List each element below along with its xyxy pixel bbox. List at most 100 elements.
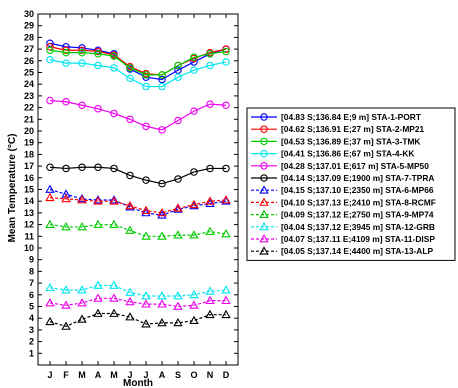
legend-box <box>246 107 456 261</box>
data-point <box>173 301 183 310</box>
data-point <box>45 192 55 202</box>
data-point <box>141 205 151 214</box>
data-point <box>157 291 167 300</box>
data-point <box>46 46 54 55</box>
y-tick-label: 26 <box>24 56 34 66</box>
data-point <box>45 219 55 228</box>
series-line <box>49 42 227 81</box>
data-point <box>205 295 215 305</box>
x-tick-label: A <box>159 370 166 380</box>
series-3 <box>46 46 230 79</box>
data-point <box>78 48 86 57</box>
x-tick-label: D <box>223 370 230 380</box>
plot-area: 1234567891011121314151617181920212223242… <box>24 9 239 380</box>
data-point <box>61 321 71 330</box>
legend-marker <box>259 246 269 255</box>
data-point <box>78 101 86 110</box>
series-12 <box>45 308 231 330</box>
data-point <box>221 285 231 294</box>
y-tick-label: 22 <box>24 103 34 113</box>
data-point <box>62 48 70 57</box>
legend-item: [04.05 S;137.14 E;4400 m] STA-13-ALP <box>251 246 433 256</box>
y-tick-label: 24 <box>24 79 34 89</box>
data-point <box>46 96 54 105</box>
data-point <box>157 207 167 217</box>
legend-marker <box>260 149 268 158</box>
legend-label: [04.07 S;137.11 E;4109 m] STA-11-DISP <box>281 234 435 244</box>
y-tick-label: 23 <box>24 91 34 101</box>
legend-item: [04.83 S;136.84 E;9 m] STA-1-PORT <box>251 112 422 122</box>
y-tick-label: 9 <box>29 255 34 265</box>
data-point <box>125 200 135 210</box>
data-point <box>206 50 214 58</box>
y-tick-label: 28 <box>24 32 34 42</box>
data-point <box>94 105 102 113</box>
legend-label: [04.09 S;137.12 E;2750 m] STA-9-MP74 <box>281 210 434 220</box>
data-point <box>190 168 198 176</box>
data-point <box>174 73 182 81</box>
data-point <box>77 193 87 203</box>
data-point <box>142 122 150 131</box>
y-tick-label: 12 <box>24 220 34 230</box>
data-point <box>77 195 87 204</box>
y-tick-label: 3 <box>29 325 34 335</box>
series-9 <box>45 219 231 240</box>
data-point <box>141 299 151 308</box>
data-point <box>109 280 119 289</box>
data-point <box>126 74 134 83</box>
data-point <box>45 184 55 193</box>
data-point <box>157 210 167 219</box>
data-point <box>77 298 87 307</box>
data-point <box>141 319 151 328</box>
legend-item: [04.62 S;136.91 E;27 m] STA-2-MP21 <box>251 124 425 134</box>
legend-marker <box>259 234 269 243</box>
data-point <box>126 115 134 124</box>
data-point <box>158 82 166 91</box>
legend-marker <box>260 174 268 182</box>
x-tick-label: M <box>78 370 86 380</box>
data-point <box>109 195 119 204</box>
data-point <box>46 43 54 51</box>
series-7 <box>45 184 231 219</box>
x-tick-label: J <box>127 370 132 380</box>
data-point <box>222 101 230 110</box>
data-point <box>125 287 135 296</box>
data-point <box>190 53 198 62</box>
data-point <box>206 164 214 173</box>
y-tick-label: 18 <box>24 149 34 159</box>
data-point <box>46 163 54 172</box>
data-point <box>110 109 118 118</box>
legend-label: [04.28 S;137.01 E;617 m] STA-5-MP50 <box>281 161 429 171</box>
data-point <box>157 231 167 240</box>
data-point <box>174 66 182 74</box>
data-point <box>205 286 215 295</box>
data-point <box>62 164 70 173</box>
series-line <box>49 166 226 185</box>
data-point <box>221 195 231 204</box>
series-line <box>49 297 226 308</box>
data-point <box>109 293 119 302</box>
data-point <box>77 285 87 294</box>
data-point <box>126 171 134 180</box>
y-tick-label: 17 <box>24 161 34 171</box>
legend-item: [04.09 S;137.12 E;2750 m] STA-9-MP74 <box>251 210 434 220</box>
y-tick-label: 1 <box>29 348 34 358</box>
series-line <box>49 99 227 131</box>
data-point <box>141 231 151 240</box>
data-point <box>221 229 231 238</box>
data-point <box>125 312 135 321</box>
series-6 <box>46 163 230 188</box>
legend-label: [04.41 S;136.86 E;67 m] STA-4-KK <box>281 149 414 159</box>
data-point <box>158 71 166 79</box>
data-point <box>110 52 118 60</box>
legend-marker <box>259 185 269 194</box>
data-point <box>78 46 86 55</box>
data-point <box>93 219 103 228</box>
legend-label: [04.05 S;137.14 E;4400 m] STA-13-ALP <box>281 246 433 256</box>
data-point <box>189 315 199 324</box>
series-11 <box>45 293 231 310</box>
series-line <box>49 224 227 237</box>
data-point <box>109 196 119 205</box>
data-point <box>190 107 198 115</box>
